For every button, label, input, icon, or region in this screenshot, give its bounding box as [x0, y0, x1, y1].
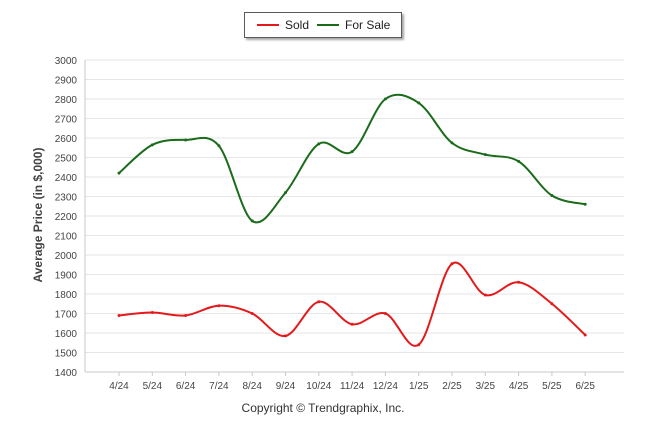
- y-tick-label: 2200: [55, 212, 78, 223]
- series-line-for-sale: [118, 93, 586, 224]
- legend-item-sold[interactable]: Sold: [257, 13, 309, 37]
- legend-label-sold: Sold: [285, 18, 310, 32]
- y-tick-label: 1800: [55, 290, 78, 301]
- series-lines: [117, 93, 587, 347]
- y-tick-label: 2400: [55, 173, 78, 184]
- x-tick-label: 8/24: [242, 381, 262, 392]
- data-point-sold[interactable]: [417, 343, 421, 347]
- y-tick-label: 1400: [55, 368, 78, 379]
- data-point-for-sale[interactable]: [383, 97, 387, 101]
- y-tick-label: 2500: [55, 154, 78, 165]
- y-tick-label: 2800: [55, 95, 78, 106]
- data-point-sold[interactable]: [383, 312, 387, 315]
- y-tick-label: 2600: [55, 134, 78, 145]
- data-point-for-sale[interactable]: [250, 219, 254, 223]
- axes: [84, 60, 624, 376]
- x-tick-label: 3/25: [476, 381, 496, 392]
- x-tick-label: 10/24: [306, 381, 331, 392]
- data-point-sold[interactable]: [317, 300, 321, 304]
- y-tick-label: 3000: [55, 56, 78, 67]
- x-tick-label: 6/25: [575, 381, 595, 392]
- legend: Sold For Sale: [244, 12, 402, 38]
- data-point-for-sale[interactable]: [217, 144, 221, 148]
- x-tick-label: 11/24: [340, 381, 365, 392]
- x-tick-labels: 4/24 5/24 6/24 7/24 8/24 9/24 10/24 11/24 12/24 1…: [109, 381, 595, 392]
- data-point-for-sale[interactable]: [583, 202, 587, 206]
- data-point-sold[interactable]: [583, 333, 587, 337]
- data-point-sold[interactable]: [550, 302, 554, 306]
- data-point-for-sale[interactable]: [517, 159, 521, 163]
- data-point-sold[interactable]: [450, 262, 454, 266]
- data-point-for-sale[interactable]: [450, 141, 454, 145]
- data-point-sold[interactable]: [217, 304, 221, 308]
- y-tick-label: 1600: [55, 329, 78, 340]
- y-tick-label: 2000: [55, 251, 78, 262]
- x-tick-label: 5/24: [143, 381, 163, 392]
- y-tick-label: 2300: [55, 193, 78, 204]
- data-point-for-sale[interactable]: [350, 150, 354, 154]
- data-point-sold[interactable]: [483, 293, 487, 297]
- y-tick-label: 2100: [55, 232, 78, 243]
- legend-item-for-sale[interactable]: For Sale: [317, 13, 390, 37]
- data-point-for-sale[interactable]: [550, 194, 554, 198]
- x-tick-label: 5/25: [542, 381, 562, 392]
- data-point-sold[interactable]: [284, 334, 287, 338]
- data-point-for-sale[interactable]: [150, 143, 154, 147]
- data-point-sold[interactable]: [150, 311, 154, 315]
- copyright-footer: Copyright © Trendgraphix, Inc.: [241, 401, 405, 415]
- data-point-sold[interactable]: [250, 312, 254, 315]
- data-point-for-sale[interactable]: [284, 191, 287, 195]
- x-tick-label: 9/24: [276, 381, 296, 392]
- data-point-sold[interactable]: [184, 313, 188, 317]
- data-point-sold[interactable]: [517, 280, 521, 284]
- legend-swatch-for-sale: [317, 24, 339, 26]
- data-point-sold[interactable]: [117, 313, 121, 317]
- legend-swatch-sold: [257, 24, 279, 26]
- y-axis-label: Average Price (in $,000): [31, 147, 45, 283]
- data-point-for-sale[interactable]: [317, 142, 321, 146]
- y-tick-label: 2700: [55, 115, 78, 126]
- data-point-for-sale[interactable]: [117, 171, 121, 175]
- x-tick-label: 2/25: [442, 381, 462, 392]
- y-tick-labels: 1400 1500 1600 1700 1800 1900 2000 2100 2200 2300…: [55, 56, 78, 379]
- y-tick-label: 2900: [55, 76, 78, 87]
- grid-lines: [85, 59, 624, 373]
- y-tick-label: 1700: [55, 310, 78, 321]
- y-tick-label: 1900: [55, 271, 78, 282]
- data-point-for-sale[interactable]: [417, 101, 421, 105]
- data-point-for-sale[interactable]: [483, 153, 487, 157]
- data-point-for-sale[interactable]: [184, 138, 188, 142]
- x-tick-label: 12/24: [373, 381, 398, 392]
- x-tick-label: 7/24: [209, 381, 229, 392]
- y-tick-label: 1500: [55, 349, 78, 360]
- x-tick-label: 4/25: [509, 381, 529, 392]
- x-tick-label: 6/24: [176, 381, 196, 392]
- x-tick-label: 1/25: [409, 381, 429, 392]
- legend-label-for-sale: For Sale: [345, 18, 391, 32]
- x-tick-label: 4/24: [109, 381, 129, 392]
- data-point-sold[interactable]: [350, 322, 354, 326]
